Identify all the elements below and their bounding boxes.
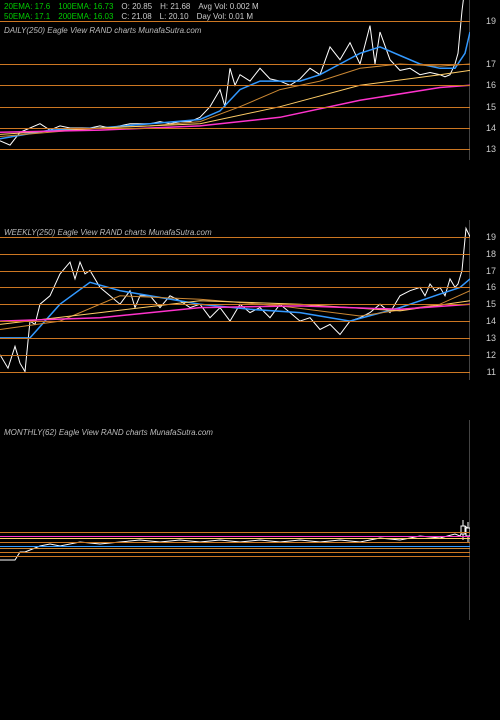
chart-svg [0, 220, 470, 380]
panel-title: DAILY(250) Eagle View RAND charts Munafa… [4, 26, 201, 35]
gridline [0, 542, 470, 543]
y-tick-label: 12 [486, 350, 496, 360]
gridline [0, 237, 470, 238]
chart-svg [0, 420, 470, 620]
y-tick-label: 16 [486, 282, 496, 292]
y-axis: 13 14 15 16 17 19 [469, 0, 500, 160]
series-ema50 [0, 64, 470, 137]
chart-panel-2: MONTHLY(62) Eagle View RAND charts Munaf… [0, 420, 470, 620]
panel-title: MONTHLY(62) Eagle View RAND charts Munaf… [4, 428, 213, 437]
gridline [0, 321, 470, 322]
gridline [0, 85, 470, 86]
gridline [0, 536, 470, 537]
y-tick-label: 17 [486, 59, 496, 69]
gridline [0, 21, 470, 22]
gridline [0, 149, 470, 150]
gridline [0, 128, 470, 129]
gridline [0, 287, 470, 288]
gridline [0, 254, 470, 255]
panel-title: WEEKLY(250) Eagle View RAND charts Munaf… [4, 228, 212, 237]
y-tick-label: 11 [487, 367, 496, 377]
chart-panel-1: WEEKLY(250) Eagle View RAND charts Munaf… [0, 220, 470, 380]
y-tick-label: 14 [486, 123, 496, 133]
series-price [0, 228, 470, 371]
y-axis [469, 420, 500, 620]
gridline [0, 556, 470, 557]
y-tick-label: 16 [486, 80, 496, 90]
gridline [0, 107, 470, 108]
gridline [0, 552, 470, 553]
y-tick-label: 19 [486, 232, 496, 242]
gridline [0, 546, 470, 547]
y-tick-label: 17 [486, 266, 496, 276]
series-ema100 [0, 70, 470, 134]
gridline [0, 532, 470, 533]
gridline [0, 304, 470, 305]
gridline [0, 372, 470, 373]
y-tick-label: 19 [486, 16, 496, 26]
gridline [0, 338, 470, 339]
y-axis: 11 12 13 14 15 16 17 18 19 [469, 220, 500, 380]
y-tick-label: 15 [486, 102, 496, 112]
gridline [0, 548, 470, 549]
chart-panel-0: DAILY(250) Eagle View RAND charts Munafa… [0, 0, 470, 160]
y-tick-label: 14 [486, 316, 496, 326]
gridline [0, 64, 470, 65]
y-tick-label: 13 [486, 333, 496, 343]
y-tick-label: 18 [486, 249, 496, 259]
chart-svg [0, 0, 470, 160]
gridline [0, 355, 470, 356]
y-tick-label: 15 [486, 299, 496, 309]
gridline [0, 271, 470, 272]
gridline [0, 538, 470, 539]
y-tick-label: 13 [486, 144, 496, 154]
